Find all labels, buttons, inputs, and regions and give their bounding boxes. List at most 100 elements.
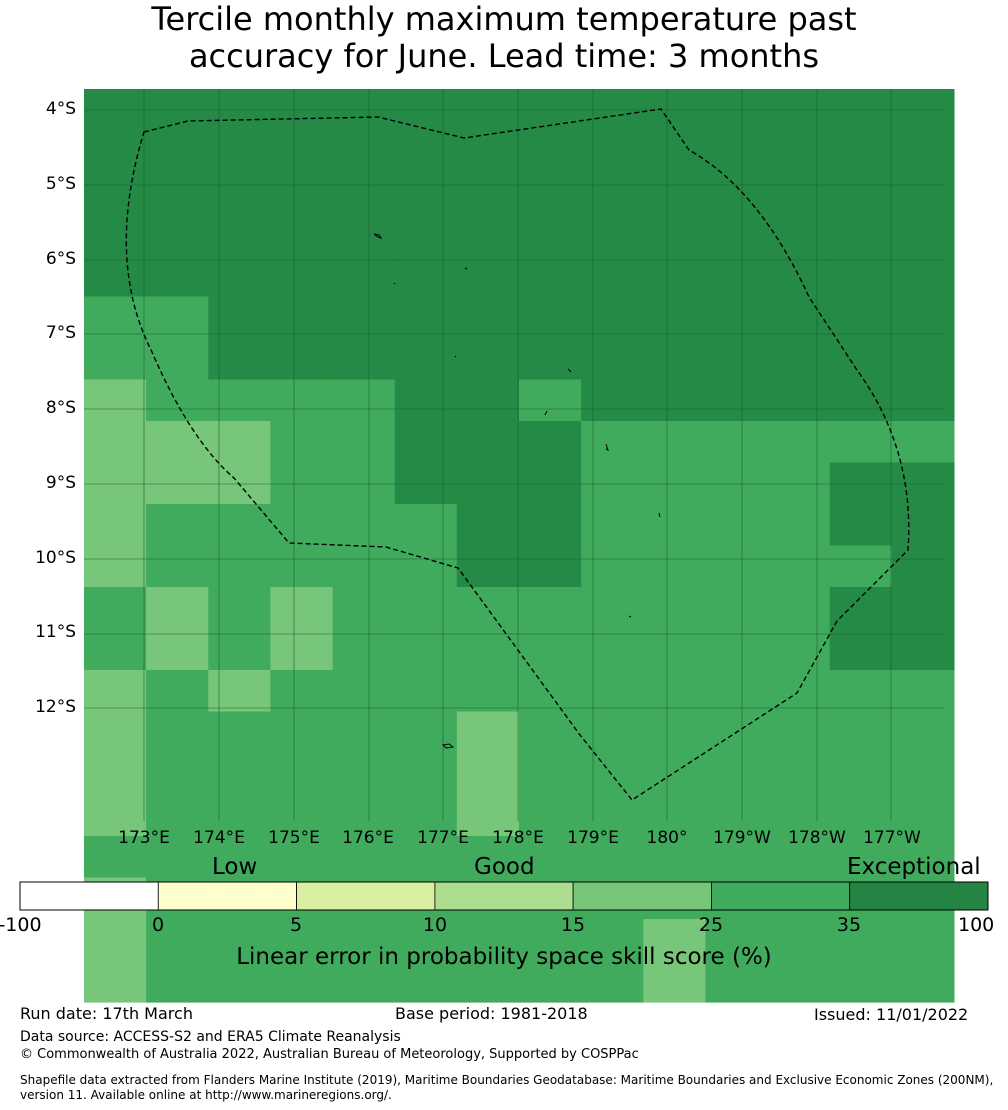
colorbar-swatch [157, 881, 298, 911]
shapefile-credit-line2: version 11. Available online at http://w… [20, 1088, 392, 1102]
grid-cell [84, 919, 147, 962]
island [628, 615, 632, 618]
grid-cell [270, 919, 334, 962]
grid-cell [332, 545, 396, 588]
grid-cell [146, 545, 209, 588]
grid-cell [146, 628, 209, 671]
grid-cell [332, 172, 396, 215]
grid-cell [519, 628, 582, 671]
grid-cell [643, 711, 706, 754]
grid-cell [829, 213, 893, 256]
grid-cell [394, 960, 458, 1003]
grid-cell [332, 130, 396, 173]
lon-label-178e: 178°E [492, 828, 544, 848]
category-exceptional: Exceptional [847, 854, 981, 880]
grid-cell [643, 545, 706, 588]
grid-cell [519, 172, 582, 215]
grid-cell [270, 794, 334, 837]
grid-cell [270, 338, 334, 381]
grid-cell [581, 172, 644, 215]
lon-label-173e: 173°E [118, 828, 170, 848]
grid-cell [519, 960, 582, 1003]
islands [373, 233, 661, 749]
lon-label-175e: 175°E [268, 828, 320, 848]
grid-cell [84, 296, 147, 339]
island [441, 743, 455, 749]
grid-cell [84, 130, 147, 173]
colorbar-swatch [296, 881, 436, 911]
grid-cell [332, 255, 396, 298]
grid-cell [829, 628, 893, 671]
grid-cell [643, 919, 706, 962]
grid-cell [394, 213, 458, 256]
lon-label-174e: 174°E [193, 828, 245, 848]
grid-cell [767, 338, 831, 381]
grid-cell [581, 213, 644, 256]
grid-cell [270, 628, 334, 671]
grid-cell [394, 172, 458, 215]
grid-cell [394, 587, 458, 630]
grid-cell [84, 255, 147, 298]
grid-cell [456, 587, 520, 630]
grid-cell [581, 255, 644, 298]
grid-cell [332, 670, 396, 713]
grid-cell [456, 628, 520, 671]
grid-cell [84, 670, 147, 713]
grid-cell [829, 255, 893, 298]
lat-label-11s: 11°S [35, 622, 76, 642]
grid-cell [643, 587, 706, 630]
grid-cell [519, 504, 582, 547]
grid-cell [767, 255, 831, 298]
grid-cell [84, 462, 147, 505]
grid-cell [84, 753, 147, 796]
grid-cell [270, 130, 334, 173]
grid-cell [767, 545, 831, 588]
grid-cell [891, 794, 955, 837]
grid-cell [767, 628, 831, 671]
grid-cell [829, 711, 893, 754]
grid-cell [643, 172, 706, 215]
grid-cell [891, 753, 955, 796]
grid-cell [270, 421, 334, 464]
grid-cell [767, 919, 831, 962]
grid-cell [767, 753, 831, 796]
eez-boundary [125, 108, 910, 801]
grid-cell [146, 462, 209, 505]
grid-cell [829, 379, 893, 422]
grid-cell [84, 711, 147, 754]
issued-date: Issued: 11/01/2022 [814, 1005, 969, 1024]
grid-cell [456, 753, 520, 796]
island [454, 355, 457, 358]
grid-cell [84, 836, 147, 879]
grid-cell [891, 338, 955, 381]
grid-cell [270, 670, 334, 713]
grid-cell [767, 172, 831, 215]
grid-cell [146, 379, 209, 422]
grid-cell [394, 296, 458, 339]
grid-cell [208, 919, 271, 962]
lon-label-179e: 179°E [567, 828, 619, 848]
grid-cell [456, 172, 520, 215]
grid-cell [456, 836, 520, 879]
grid-cell [270, 213, 334, 256]
grid-cell [456, 296, 520, 339]
colorbar-swatch [711, 881, 851, 911]
grid-cell [332, 711, 396, 754]
grid-cell [456, 421, 520, 464]
grid-cell [146, 711, 209, 754]
grid-cell [456, 670, 520, 713]
grid-cell [519, 836, 582, 879]
grid-cell [705, 753, 769, 796]
grid-cell [643, 504, 706, 547]
grid-cell [270, 836, 334, 879]
grid-cell [829, 172, 893, 215]
grid-cell [332, 504, 396, 547]
island [605, 443, 609, 451]
lat-label-4s: 4°S [45, 99, 76, 119]
grid-cell [767, 836, 831, 879]
skill-grid [84, 89, 955, 1003]
grid-cell [394, 504, 458, 547]
grid-cell [643, 794, 706, 837]
grid-cell [84, 587, 147, 630]
